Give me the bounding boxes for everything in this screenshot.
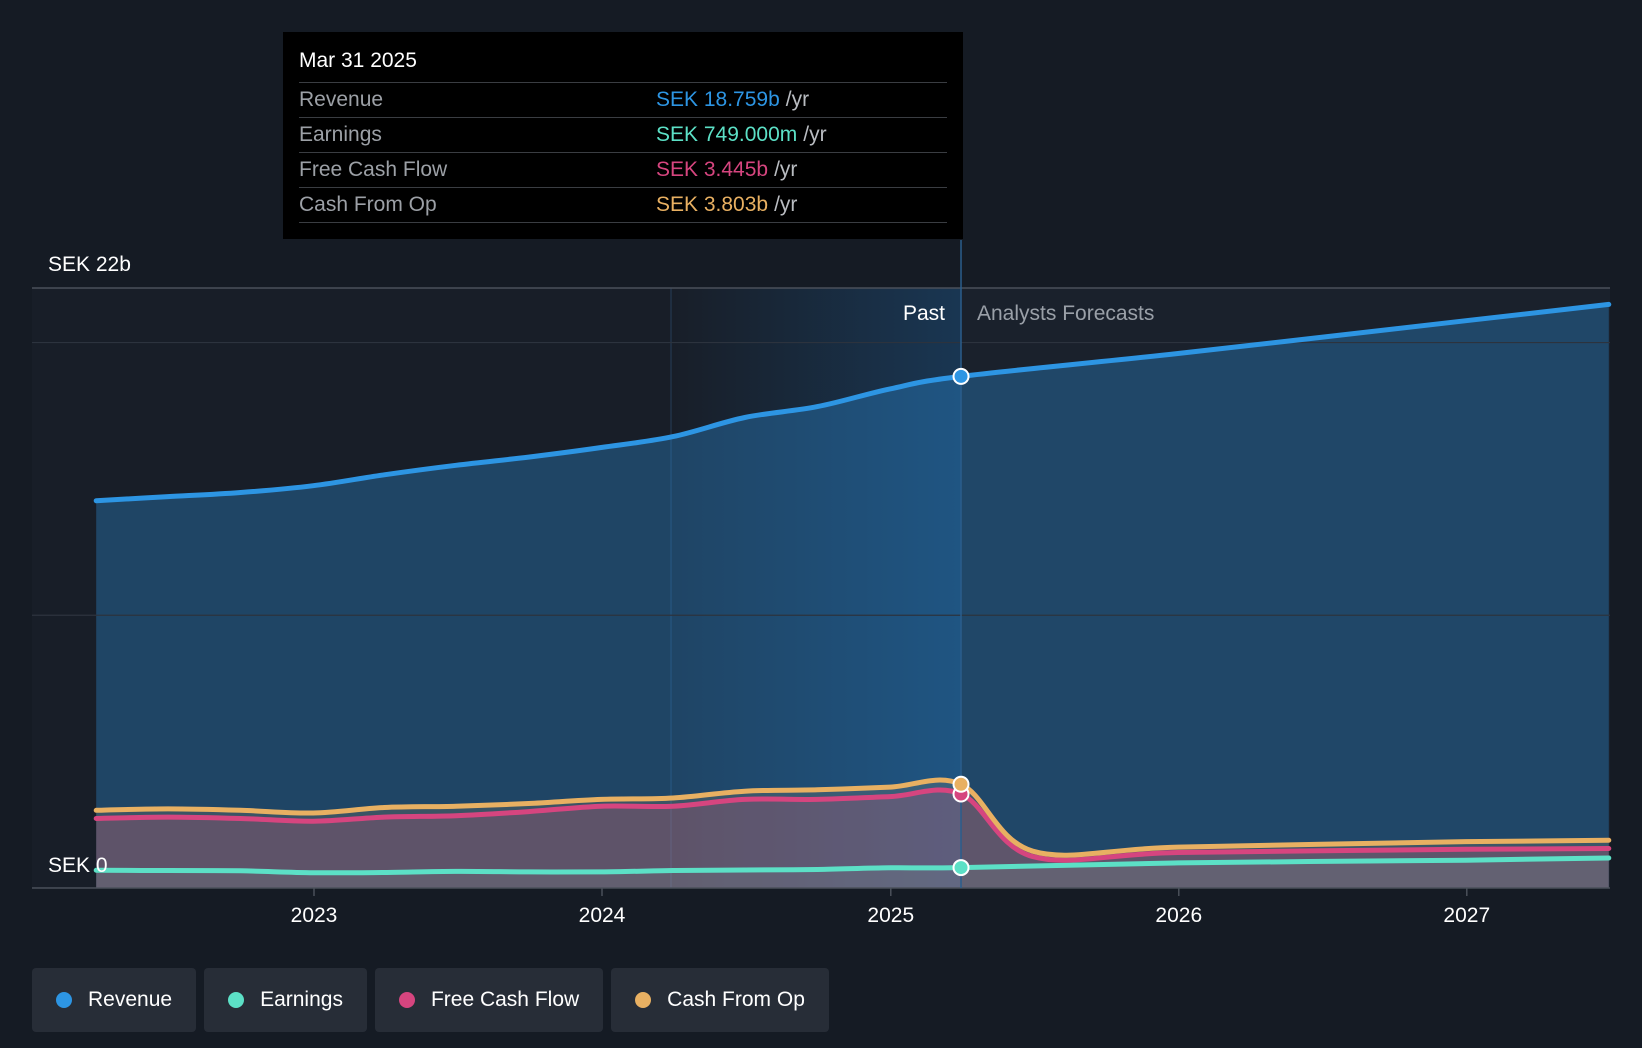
- legend-label: Free Cash Flow: [430, 988, 580, 1011]
- tooltip-row-cash-from-op: Cash From Op SEK 3.803b/yr: [299, 187, 947, 223]
- tooltip-row-unit: /yr: [803, 123, 827, 146]
- legend-dot-icon: [635, 992, 652, 1008]
- tooltip-row-value: SEK 3.803b: [656, 193, 769, 216]
- tooltip-row-revenue: Revenue SEK 18.759b/yr: [299, 82, 947, 117]
- legend-item-cash-from-op[interactable]: Cash From Op: [611, 968, 829, 1032]
- legend-label: Revenue: [88, 988, 173, 1011]
- legend-label: Cash From Op: [667, 988, 805, 1011]
- tooltip-row-unit: /yr: [785, 88, 810, 111]
- x-tick-label-2026: 2026: [1155, 904, 1202, 927]
- y-axis-top-label: SEK 22b: [48, 253, 131, 276]
- legend-label: Earnings: [260, 988, 343, 1011]
- past-label: Past: [903, 302, 945, 325]
- revenue-marker[interactable]: [952, 367, 970, 385]
- tooltip-row-free-cash-flow: Free Cash Flow SEK 3.445b/yr: [299, 152, 947, 187]
- tooltip: Mar 31 2025 Revenue SEK 18.759b/yr Earning…: [283, 32, 963, 239]
- cash-from-op-marker[interactable]: [952, 775, 970, 793]
- tooltip-date: Mar 31 2025: [299, 49, 417, 72]
- y-axis-bottom-label: SEK 0: [48, 854, 108, 877]
- tooltip-row-value: SEK 18.759b: [656, 88, 780, 111]
- earnings-line: [93, 855, 1612, 876]
- cash-from-op-line: [93, 777, 1612, 858]
- earnings-marker[interactable]: [952, 859, 970, 877]
- tooltip-row-unit: /yr: [774, 193, 798, 216]
- earnings-area: [96, 858, 1609, 888]
- x-tick-label-2027: 2027: [1443, 904, 1490, 927]
- tooltip-row-label: Cash From Op: [299, 193, 437, 216]
- tooltip-row-label: Free Cash Flow: [299, 158, 448, 181]
- legend: Revenue Earnings Free Cash Flow Cash From O…: [32, 968, 829, 1032]
- forecast-label: Analysts Forecasts: [977, 302, 1154, 325]
- x-tick-label-2023: 2023: [291, 904, 338, 927]
- legend-item-revenue[interactable]: Revenue: [32, 968, 197, 1032]
- tooltip-row-unit: /yr: [774, 158, 798, 181]
- tooltip-row-value: SEK 749.000m: [656, 123, 798, 146]
- free-cash-flow-line: [93, 787, 1612, 863]
- revenue-area: [96, 304, 1609, 888]
- legend-dot-icon: [56, 992, 72, 1008]
- tooltip-row-label: Revenue: [299, 88, 384, 111]
- tooltip-row-earnings: Earnings SEK 749.000m/yr: [299, 117, 947, 152]
- tooltip-row-value: SEK 3.445b: [656, 158, 769, 181]
- legend-dot-icon: [228, 992, 245, 1008]
- x-tick-label-2025: 2025: [867, 904, 914, 927]
- revenue-line: [93, 301, 1612, 504]
- tooltip-row-label: Earnings: [299, 123, 382, 146]
- legend-item-earnings[interactable]: Earnings: [204, 968, 367, 1032]
- legend-item-free-cash-flow[interactable]: Free Cash Flow: [374, 968, 604, 1032]
- x-tick-label-2024: 2024: [579, 904, 626, 927]
- forecast-region: [961, 288, 1610, 888]
- legend-dot-icon: [398, 992, 415, 1008]
